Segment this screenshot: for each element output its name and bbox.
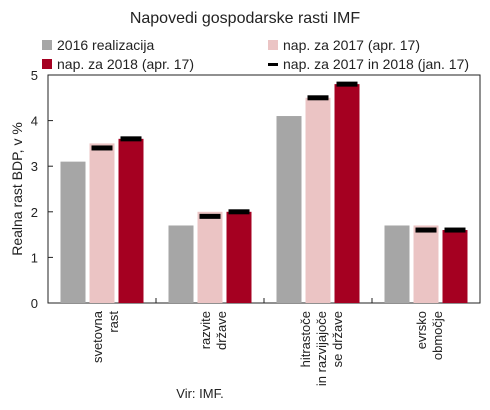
- legend-item: 2016 realizacija: [42, 37, 154, 53]
- bar: [384, 225, 410, 303]
- category-label: evrsko območje: [414, 311, 445, 360]
- legend-item: nap. za 2017 in 2018 (jan. 17): [268, 56, 469, 72]
- legend-label: nap. za 2017 (apr. 17): [283, 37, 420, 53]
- bars: [60, 84, 468, 304]
- y-axis: 0 1 2 3 4 5: [31, 68, 53, 311]
- x-axis-categories: svetovna rast razvite države hitrastoče in ra…: [90, 298, 445, 386]
- y-tick-label: 2: [31, 205, 38, 220]
- legend-label: nap. za 2017 in 2018 (jan. 17): [283, 56, 469, 72]
- forecast-marker: [336, 81, 358, 87]
- forecast-marker: [444, 227, 466, 233]
- forecast-marker: [228, 209, 250, 215]
- category-label-line: rast: [106, 311, 121, 333]
- source-note: Vir: IMF.: [176, 386, 223, 401]
- forecast-marker: [307, 95, 329, 101]
- y-axis-label: Realna rast BDP, v %: [9, 122, 25, 256]
- y-tick-label: 3: [31, 159, 38, 174]
- y-tick-label: 1: [31, 250, 38, 265]
- bar: [197, 211, 223, 303]
- bar: [276, 116, 302, 303]
- category-label-line: evrsko: [414, 311, 429, 349]
- category-label: hitrastoče in razvijajoče se države: [298, 311, 345, 386]
- legend-item: nap. za 2018 (apr. 17): [42, 56, 194, 72]
- category-label-line: in razvijajoče: [314, 311, 329, 386]
- category-label-line: države: [214, 311, 229, 350]
- legend: 2016 realizacija nap. za 2017 (apr. 17) na…: [42, 37, 469, 72]
- bar: [305, 97, 331, 303]
- forecast-marker: [199, 213, 221, 219]
- category-label-line: območje: [430, 311, 445, 360]
- forecast-markers: [91, 81, 466, 233]
- bar: [118, 138, 144, 303]
- bar: [334, 84, 360, 304]
- forecast-marker: [120, 136, 142, 142]
- category-label: razvite države: [198, 311, 229, 350]
- y-tick-label: 4: [31, 114, 38, 129]
- legend-label: 2016 realizacija: [57, 37, 154, 53]
- category-label-line: svetovna: [90, 310, 105, 363]
- chart-title: Napovedi gospodarske rasti IMF: [130, 10, 361, 27]
- legend-label: nap. za 2018 (apr. 17): [57, 56, 194, 72]
- y-tick-label: 5: [31, 68, 38, 83]
- forecast-marker: [415, 227, 437, 233]
- category-label-line: razvite: [198, 311, 213, 349]
- bar: [442, 230, 468, 303]
- legend-swatch: [268, 40, 278, 50]
- category-label-line: se države: [330, 311, 345, 367]
- bar: [60, 161, 86, 303]
- y-tick-label: 0: [31, 296, 38, 311]
- category-label: svetovna rast: [90, 310, 121, 363]
- bar: [89, 143, 115, 303]
- legend-item: nap. za 2017 (apr. 17): [268, 37, 420, 53]
- legend-swatch: [42, 40, 52, 50]
- legend-swatch: [268, 63, 278, 66]
- bar: [413, 225, 439, 303]
- bar: [168, 225, 194, 303]
- forecast-marker: [91, 145, 113, 151]
- bar: [226, 211, 252, 303]
- legend-swatch: [42, 59, 52, 69]
- category-label-line: hitrastoče: [298, 311, 313, 367]
